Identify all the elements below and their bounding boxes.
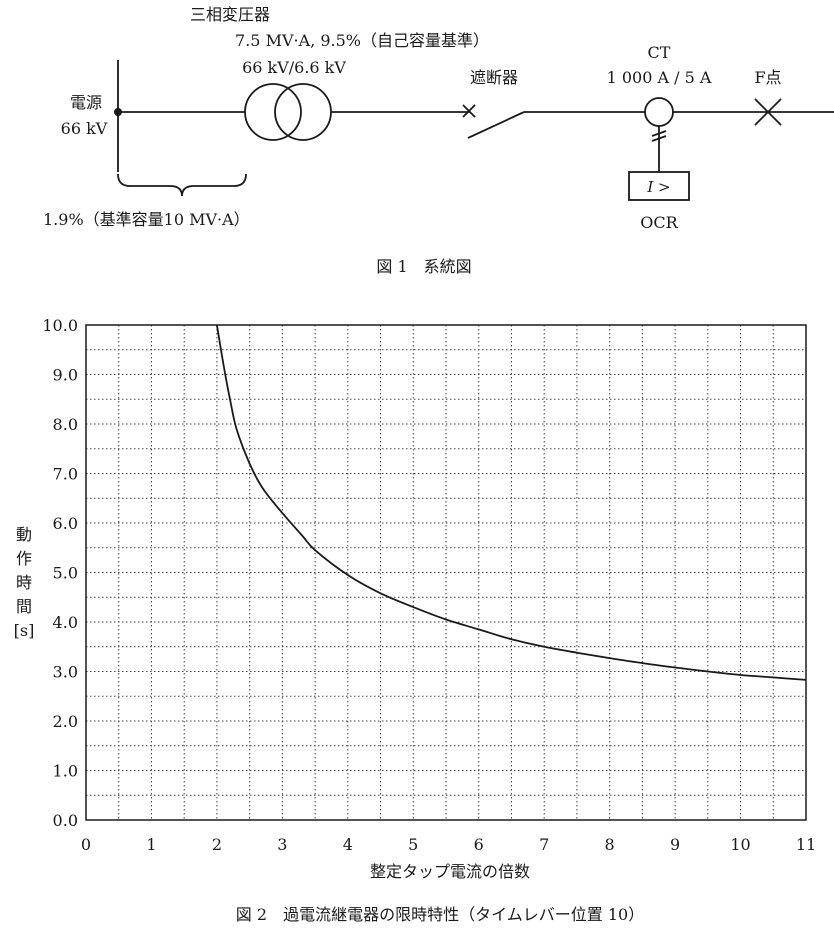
- y-axis-label-char: 動: [16, 525, 32, 544]
- x-tick-label: 1: [146, 835, 156, 854]
- ocr-box: [628, 171, 690, 201]
- x-axis-label: 整定タップ電流の倍数: [370, 862, 530, 881]
- y-tick-label: 0.0: [53, 811, 78, 830]
- transformer-secondary-winding: [274, 83, 332, 141]
- source-voltage: 66 kV: [61, 119, 108, 138]
- transformer-rating: 7.5 MV·A, 9.5%（自己容量基準）: [235, 31, 489, 50]
- y-tick-label: 1.0: [53, 762, 78, 781]
- y-axis-label-char: 間: [16, 597, 32, 616]
- y-tick-label: 4.0: [53, 613, 78, 632]
- ct-label: CT: [648, 43, 671, 62]
- ocr-label: OCR: [640, 213, 678, 232]
- breaker-cross-mark: [462, 104, 476, 118]
- transformer-name: 三相変圧器: [190, 5, 270, 24]
- x-tick-label: 11: [796, 835, 816, 854]
- ct-ratio: 1 000 A / 5 A: [607, 68, 712, 87]
- figure-2-caption: 図 2 過電流継電器の限時特性（タイムレバー位置 10）: [236, 905, 644, 924]
- system-diagram: I > 三相変圧器 7.5 MV·A, 9.5%（自己容量基準） 66 kV/6…: [43, 5, 834, 276]
- x-tick-label: 9: [670, 835, 680, 854]
- x-tick-label: 3: [277, 835, 287, 854]
- characteristic-curve: [216, 324, 807, 681]
- y-tick-label: 6.0: [53, 514, 78, 533]
- x-tick-label: 7: [539, 835, 549, 854]
- y-tick-label: 5.0: [53, 564, 78, 583]
- transformer-primary-winding: [244, 83, 302, 141]
- x-tick-label: 0: [81, 835, 91, 854]
- x-tick-label: 8: [605, 835, 615, 854]
- x-tick-labels: 0 1 2 3 4 5 6 7 8 9 10 11: [81, 835, 816, 854]
- breaker-label: 遮断器: [470, 68, 518, 87]
- plot-frame: [85, 324, 807, 821]
- source-impedance-brace: [117, 173, 247, 197]
- y-tick-label: 9.0: [53, 366, 78, 385]
- y-axis-label-char: 時: [16, 573, 32, 592]
- y-tick-label: 10.0: [42, 316, 78, 335]
- x-tick-label: 4: [343, 835, 353, 854]
- y-tick-label: 2.0: [53, 712, 78, 731]
- source-impedance-label: 1.9%（基準容量10 MV·A）: [43, 210, 250, 229]
- y-axis-label-char: 作: [16, 549, 32, 568]
- y-tick-labels: 0.0 1.0 2.0 3.0 4.0 5.0 6.0 7.0 8.0 9.0 10.0: [42, 316, 78, 830]
- x-tick-label: 2: [212, 835, 222, 854]
- chart-grid: [86, 325, 806, 820]
- ocr-symbol: I >: [646, 178, 670, 196]
- y-tick-label: 8.0: [53, 415, 78, 434]
- ct-symbol: [644, 97, 674, 127]
- x-tick-label: 10: [730, 835, 750, 854]
- figure-1-caption: 図 1 系統図: [376, 257, 471, 276]
- transformer-voltage: 66 kV/6.6 kV: [242, 58, 346, 77]
- x-tick-label: 5: [408, 835, 418, 854]
- fault-point-mark: [754, 98, 782, 126]
- ct-lead-tick-1: [651, 130, 667, 137]
- fault-label: F点: [754, 68, 781, 87]
- y-tick-label: 3.0: [53, 663, 78, 682]
- relay-characteristic-chart: 0 1 2 3 4 5 6 7 8 9 10 11 0.0 1.0 2.0 3.0 4.0 5.0 6.0 7.0 8…: [14, 316, 817, 924]
- x-tick-label: 6: [474, 835, 484, 854]
- ct-lead-tick-2: [651, 135, 667, 142]
- source-label: 電源: [70, 93, 102, 112]
- breaker-blade: [467, 111, 525, 139]
- y-axis-label-char: [s]: [14, 621, 35, 640]
- y-tick-label: 7.0: [53, 465, 78, 484]
